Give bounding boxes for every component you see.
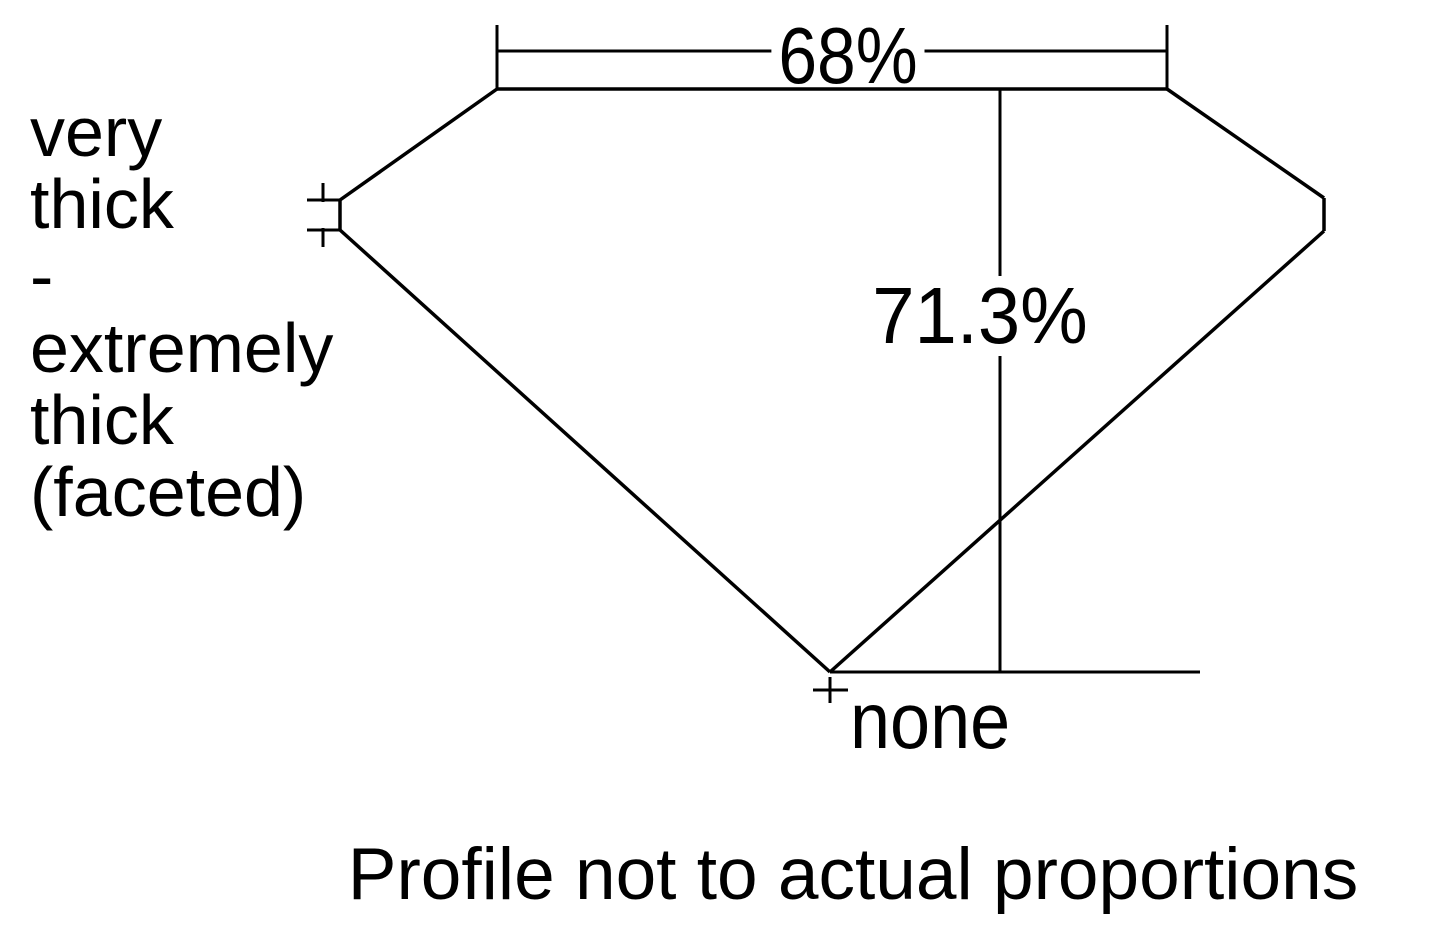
girdle-thickness-label: very thick - extremely thick (faceted) bbox=[30, 96, 333, 528]
crown-left-line bbox=[338, 87, 499, 202]
girdle-thickness-line: thick bbox=[30, 381, 174, 459]
pavilion-left-line bbox=[338, 228, 832, 674]
crown-right-line bbox=[1166, 87, 1325, 200]
girdle-thickness-line: extremely bbox=[30, 309, 334, 387]
caption: Profile not to actual proportions bbox=[347, 834, 1359, 915]
table-width-label: 68% bbox=[771, 16, 925, 96]
culet-label: none bbox=[850, 676, 1011, 765]
depth-label: 71.3% bbox=[866, 276, 1094, 356]
girdle-thickness-line: - bbox=[30, 237, 54, 315]
girdle-thickness-line: thick bbox=[30, 165, 174, 243]
girdle-thickness-line: very bbox=[30, 93, 163, 171]
girdle-thickness-line: (faceted) bbox=[30, 453, 307, 531]
pavilion-right-line bbox=[828, 229, 1326, 674]
